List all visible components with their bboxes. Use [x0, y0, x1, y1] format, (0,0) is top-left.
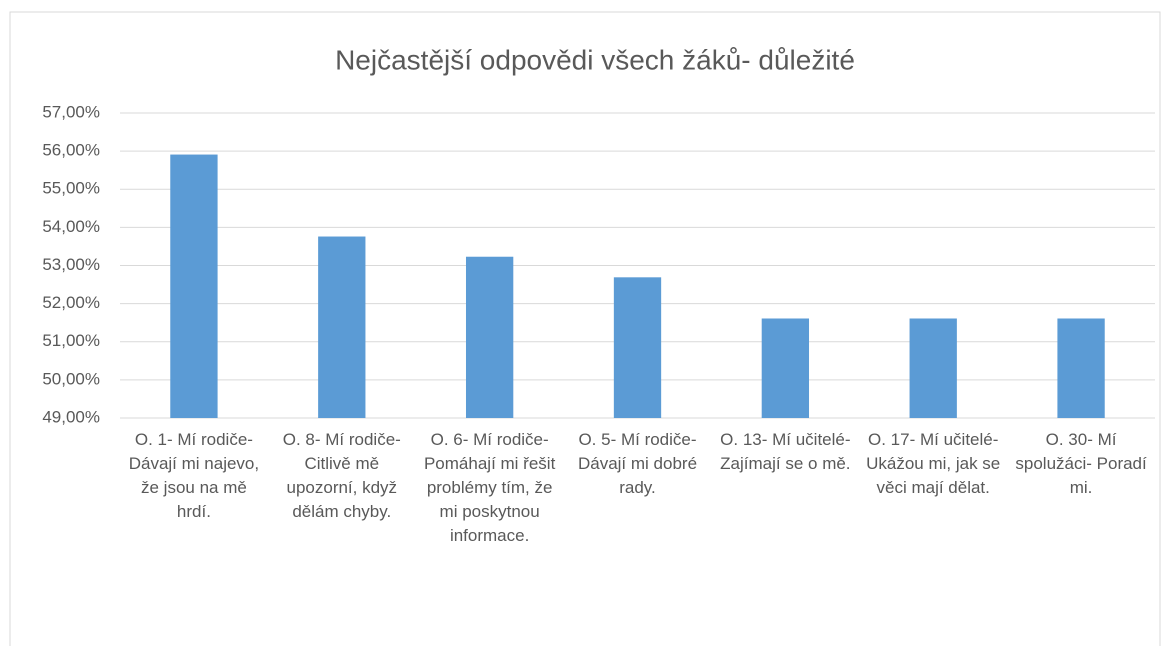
bar	[761, 318, 810, 418]
chart-frame	[9, 11, 1161, 646]
x-tick-label: O. 6- Mí rodiče- Pomáhají mi řešit probl…	[423, 430, 556, 545]
y-tick-label: 53,00%	[42, 255, 100, 274]
bar	[613, 277, 662, 418]
bar	[1057, 318, 1105, 418]
x-tick-label: O. 1- Mí rodiče- Dávají mi najevo, že js…	[128, 430, 260, 521]
y-tick-label: 55,00%	[42, 179, 100, 198]
bar	[170, 154, 218, 418]
y-tick-label: 57,00%	[42, 102, 100, 121]
x-tick-label: O. 5- Mí rodiče- Dávají mi dobré rady.	[577, 430, 698, 497]
y-tick-label: 56,00%	[42, 141, 100, 160]
bar	[318, 236, 366, 418]
y-tick-label: 52,00%	[42, 293, 100, 312]
bar	[909, 318, 957, 418]
bar	[465, 256, 514, 418]
x-tick-label: O. 8- Mí rodiče- Citlivě mě upozorní, kd…	[282, 430, 401, 521]
x-tick-label: O. 17- Mí učitelé- Ukážou mi, jak se věc…	[866, 430, 1001, 497]
x-tick-label: O. 13- Mí učitelé- Zajímají se o mě.	[720, 430, 851, 473]
x-tick-label: O. 30- Mí spolužáci- Poradí mi.	[1015, 430, 1147, 497]
y-tick-label: 50,00%	[42, 369, 100, 388]
y-tick-label: 51,00%	[42, 331, 100, 350]
y-tick-label: 54,00%	[42, 217, 100, 236]
chart-title: Nejčastější odpovědi všech žáků- důležit…	[335, 44, 855, 75]
y-tick-label: 49,00%	[42, 407, 100, 426]
